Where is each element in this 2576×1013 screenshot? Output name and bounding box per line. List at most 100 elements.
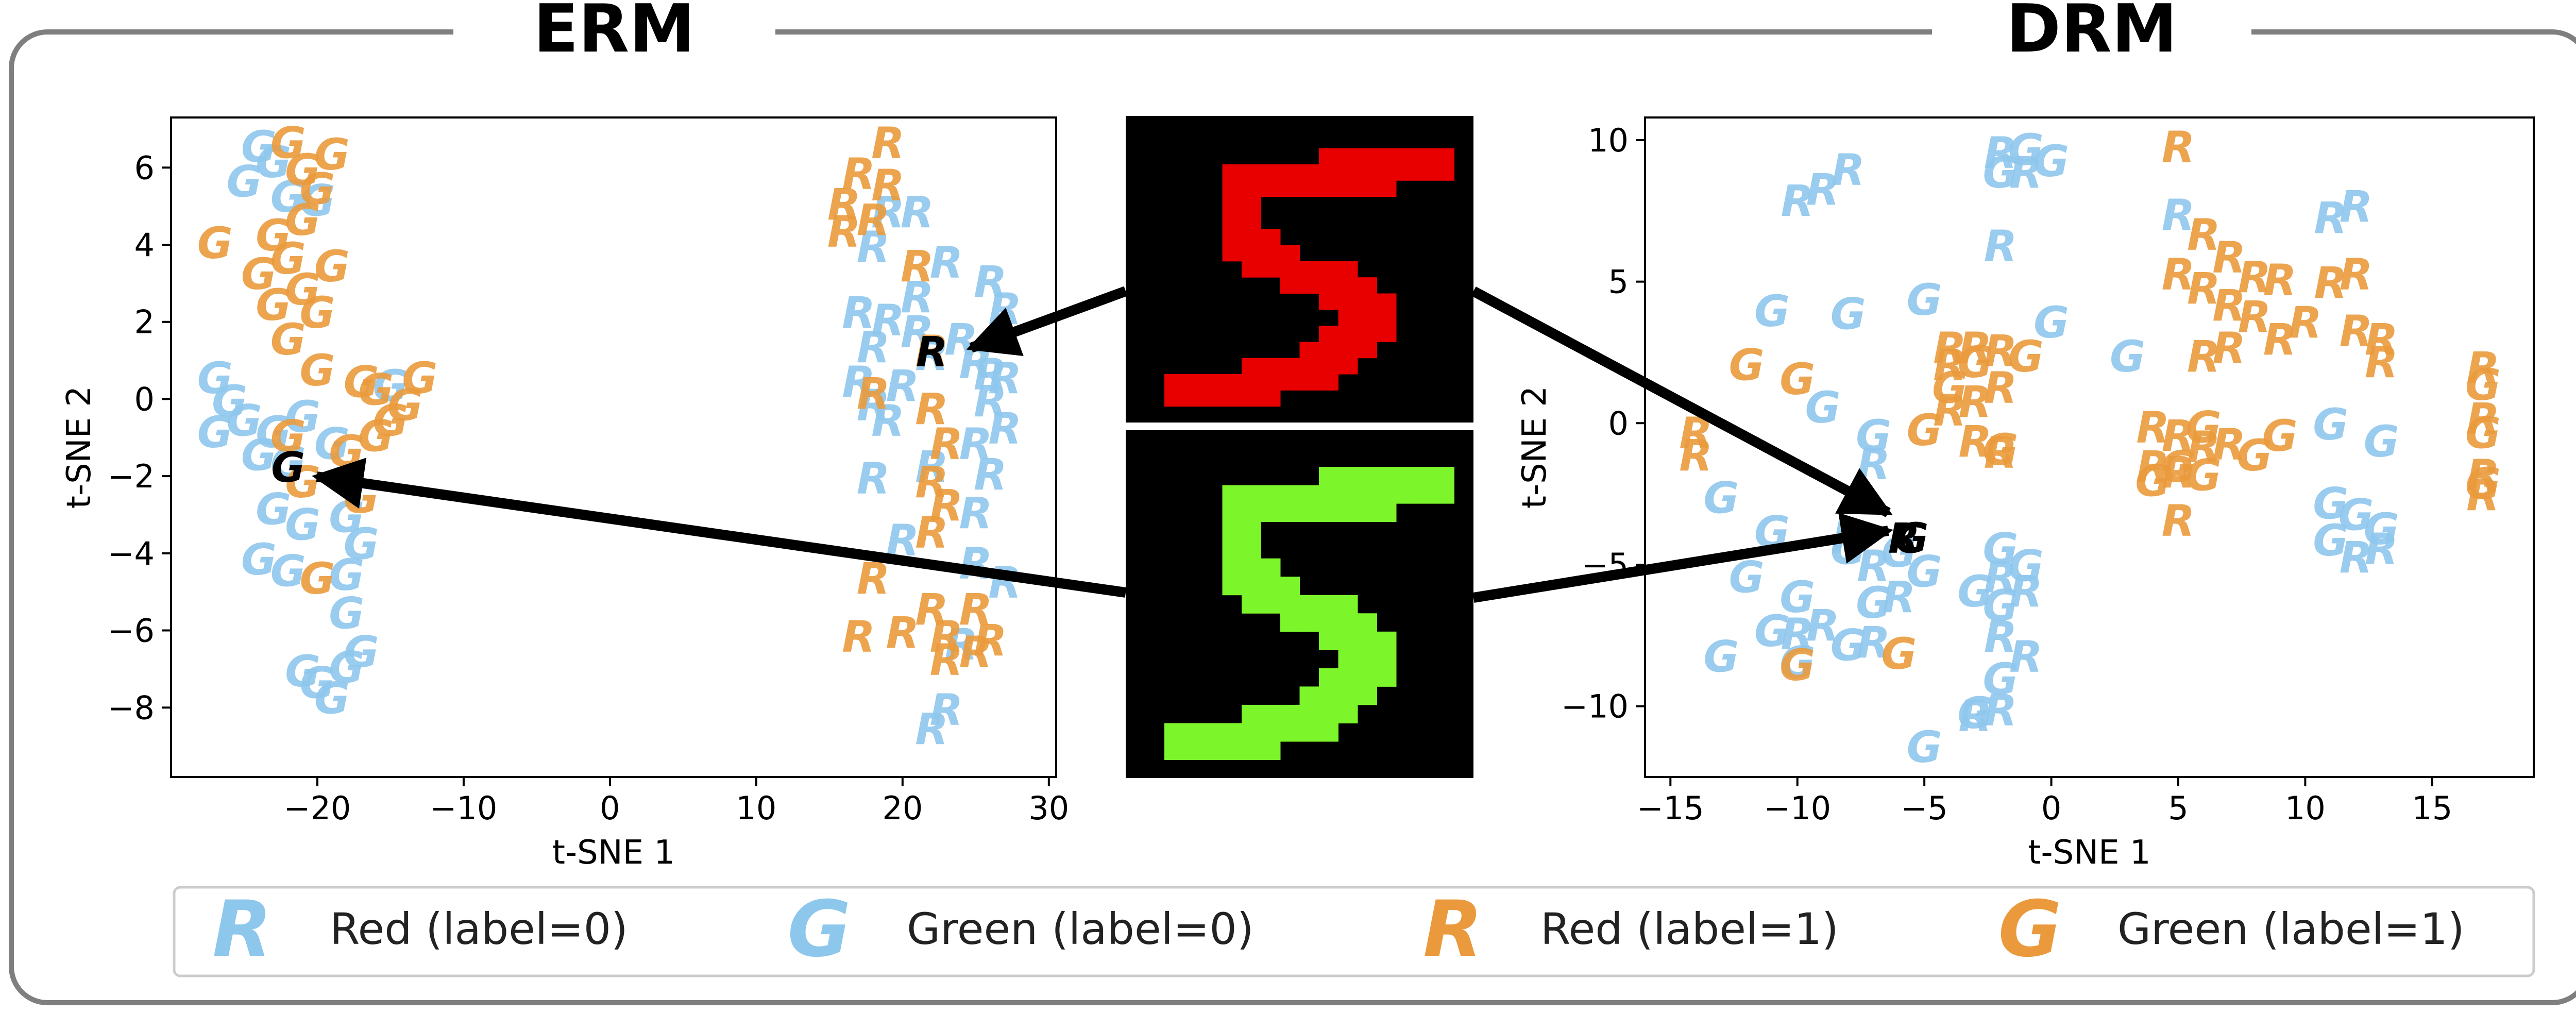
panel-title-drm: DRM <box>2006 0 2177 67</box>
scatter-point-g-label0: G <box>1831 620 1866 670</box>
digit-pixel <box>1299 613 1319 632</box>
digit-pixel <box>1222 558 1242 577</box>
scatter-point-g-label0: G <box>256 484 291 535</box>
digit-pixel <box>1222 577 1242 596</box>
digit-pixel <box>1164 374 1184 391</box>
digit-pixel <box>1338 595 1358 614</box>
digit-pixel <box>1396 485 1416 504</box>
digit-pixel <box>1435 467 1454 486</box>
digit-pixel <box>1319 180 1338 197</box>
scatter-point-g-label0: G <box>241 122 277 172</box>
scatter-point-g-label0: G <box>1983 580 2019 631</box>
digit-pixel <box>1358 293 1377 310</box>
digit-pixel <box>1222 485 1242 504</box>
scatter-point-g-label1: G <box>299 345 335 396</box>
digit-pixel <box>1319 595 1338 614</box>
scatter-point-g-label0: G <box>1957 688 1993 738</box>
scatter-point-r-label0: R <box>842 357 875 407</box>
digit-pixel <box>1164 723 1184 742</box>
x-tick-label: 20 <box>882 789 923 827</box>
digit-pixel <box>1280 577 1300 596</box>
digit-pixel <box>1299 704 1319 723</box>
digit-pixel <box>1242 704 1261 723</box>
scatter-point-r-label1: R <box>842 612 875 662</box>
scatter-point-g-label0: G <box>285 646 320 697</box>
digit-pixel <box>1261 503 1281 522</box>
scatter-point-r-label1: R <box>915 326 948 377</box>
scatter-point-g-label0: G <box>1805 382 1841 433</box>
digit-pixel <box>1358 631 1377 650</box>
scatter-point-g-label0: G <box>241 534 277 585</box>
digit-pixel <box>1377 180 1397 197</box>
scatter-point-r-label1: R <box>886 607 919 658</box>
digit-pixel <box>1358 467 1377 486</box>
scatter-point-r-label1: R <box>2212 419 2246 469</box>
digit-pixel <box>1338 342 1358 359</box>
scatter-point-g-label1: G <box>299 164 335 214</box>
plot-area <box>1644 116 2535 778</box>
scatter-point-g-label0: G <box>299 657 335 708</box>
scatter-point-r-label1: R <box>915 507 948 558</box>
scatter-point-r-label1: R <box>2340 306 2373 357</box>
scatter-point-g-label0: G <box>2313 399 2348 450</box>
digit-pixel <box>1415 164 1435 181</box>
digit-pixel <box>1222 540 1242 559</box>
x-tick-label: 0 <box>600 789 620 827</box>
x-tick-label: −10 <box>1764 789 1831 827</box>
arrows <box>312 286 1893 603</box>
digit-pixel <box>1319 277 1338 294</box>
scatter-point-r-label1: R <box>1958 416 1992 467</box>
digit-pixel <box>1435 485 1454 504</box>
digit-pixel <box>1203 723 1223 742</box>
digit-pixel <box>1242 261 1261 278</box>
scatter-point-g-label0: G <box>299 176 335 226</box>
scatter-point-r-label1: R <box>857 368 890 419</box>
scatter-point-r-label1: R <box>2263 255 2297 306</box>
digit-pixel <box>1261 704 1281 723</box>
digit-pixel <box>1299 686 1319 705</box>
digit-pixel <box>1358 668 1377 687</box>
digit-pixel <box>1377 668 1397 687</box>
scatter-point-r-label0: R <box>988 353 1022 403</box>
digit-pixel <box>1377 503 1397 522</box>
scatter-point-g-label1: G <box>1907 405 1942 455</box>
scatter-point-r-label0: R <box>988 558 1022 608</box>
scatter-point-r-label0: R <box>1781 609 1814 659</box>
scatter-point-r-label0: R <box>959 418 992 469</box>
y-tick-label: 2 <box>134 303 155 341</box>
highlighted-point-r: R <box>916 328 948 376</box>
digit-pixel <box>1377 650 1397 669</box>
digit-pixel <box>1319 261 1338 278</box>
digit-pixel <box>1222 212 1242 229</box>
y-tick-label: −4 <box>108 535 155 572</box>
digit-pixel <box>1222 180 1242 197</box>
digit-pixel <box>1319 668 1338 687</box>
digit-pixel <box>1280 277 1300 294</box>
digit-pixel <box>1338 358 1358 375</box>
scatter-point-g-label0: G <box>1754 286 1790 336</box>
scatter-point-r-label1: R <box>2187 210 2221 260</box>
digit-pixel <box>1183 723 1204 742</box>
scatter-point-g-label0: G <box>2008 541 2044 591</box>
x-tick-label: 10 <box>2285 789 2326 827</box>
scatter-point-r-label1: R <box>827 179 861 230</box>
y-tick-label: 6 <box>134 149 155 187</box>
scatter-point-g-label0: G <box>2338 490 2374 541</box>
scatter-point-g-label0: G <box>1907 546 1942 597</box>
scatter-point-g-label0: G <box>314 673 350 723</box>
digit-pixel <box>1299 277 1319 294</box>
scatter-point-g-label1: G <box>2186 450 2222 501</box>
digit-pixel <box>1261 390 1281 407</box>
legend-glyph: R <box>1423 885 1483 974</box>
scatter-point-r-label1: R <box>2187 422 2221 472</box>
digit-pixel <box>1242 245 1261 262</box>
digit-pixel <box>1299 164 1319 181</box>
panel-title-erm: ERM <box>533 0 694 67</box>
digit-pixel <box>1358 650 1377 669</box>
scatter-point-r-label0: R <box>1857 617 1890 668</box>
scatter-point-r-label0: R <box>2009 147 2043 198</box>
scatter-point-g-label0: G <box>1907 275 1942 325</box>
digit-pixel <box>1222 503 1242 522</box>
scatter-point-g-label0: G <box>1831 289 1866 340</box>
scatter-point-g-label1: G <box>256 210 291 261</box>
